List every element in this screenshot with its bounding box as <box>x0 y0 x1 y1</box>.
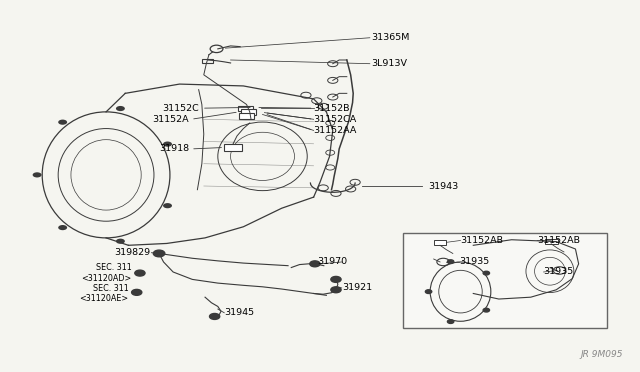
Circle shape <box>331 276 341 282</box>
Bar <box>239 113 254 119</box>
Circle shape <box>447 260 454 263</box>
Text: 31152A: 31152A <box>152 115 189 124</box>
Circle shape <box>310 261 320 267</box>
Text: 31152C: 31152C <box>162 104 198 113</box>
Circle shape <box>154 250 165 257</box>
Circle shape <box>483 271 490 275</box>
Circle shape <box>116 238 125 244</box>
Bar <box>403 233 607 328</box>
Text: JR 9M095: JR 9M095 <box>581 350 623 359</box>
Text: 31935: 31935 <box>460 257 490 266</box>
Circle shape <box>135 270 145 276</box>
Text: 31935: 31935 <box>543 267 574 276</box>
Bar <box>545 239 557 244</box>
Circle shape <box>163 203 172 208</box>
Circle shape <box>447 320 454 323</box>
Text: 31921: 31921 <box>342 283 372 292</box>
Text: 31945: 31945 <box>224 308 254 317</box>
Circle shape <box>331 287 341 293</box>
Text: 31152AB: 31152AB <box>537 236 580 245</box>
Circle shape <box>116 106 125 111</box>
Circle shape <box>132 289 142 295</box>
Text: 31152AB: 31152AB <box>461 236 504 245</box>
Circle shape <box>209 314 220 320</box>
Text: 3L913V: 3L913V <box>371 59 407 68</box>
Bar <box>224 144 242 151</box>
Bar <box>434 240 447 245</box>
Text: 319829: 319829 <box>115 248 151 257</box>
Text: 31970: 31970 <box>317 257 347 266</box>
Circle shape <box>58 225 67 230</box>
Text: 31152B: 31152B <box>314 104 350 113</box>
Bar <box>202 58 213 63</box>
Text: 31152AA: 31152AA <box>314 126 357 135</box>
Circle shape <box>33 172 42 177</box>
Circle shape <box>483 308 490 312</box>
Text: 31943: 31943 <box>429 182 459 190</box>
Text: 31918: 31918 <box>159 144 189 153</box>
Circle shape <box>163 141 172 147</box>
Text: SEC. 311
<31120AD>: SEC. 311 <31120AD> <box>81 263 132 283</box>
Text: 31152CA: 31152CA <box>314 115 357 124</box>
Bar <box>241 109 256 115</box>
Circle shape <box>58 119 67 125</box>
Text: 31365M: 31365M <box>371 33 410 42</box>
Text: SEC. 311
<31120AE>: SEC. 311 <31120AE> <box>79 284 129 303</box>
Bar <box>237 106 253 111</box>
Circle shape <box>426 290 432 294</box>
